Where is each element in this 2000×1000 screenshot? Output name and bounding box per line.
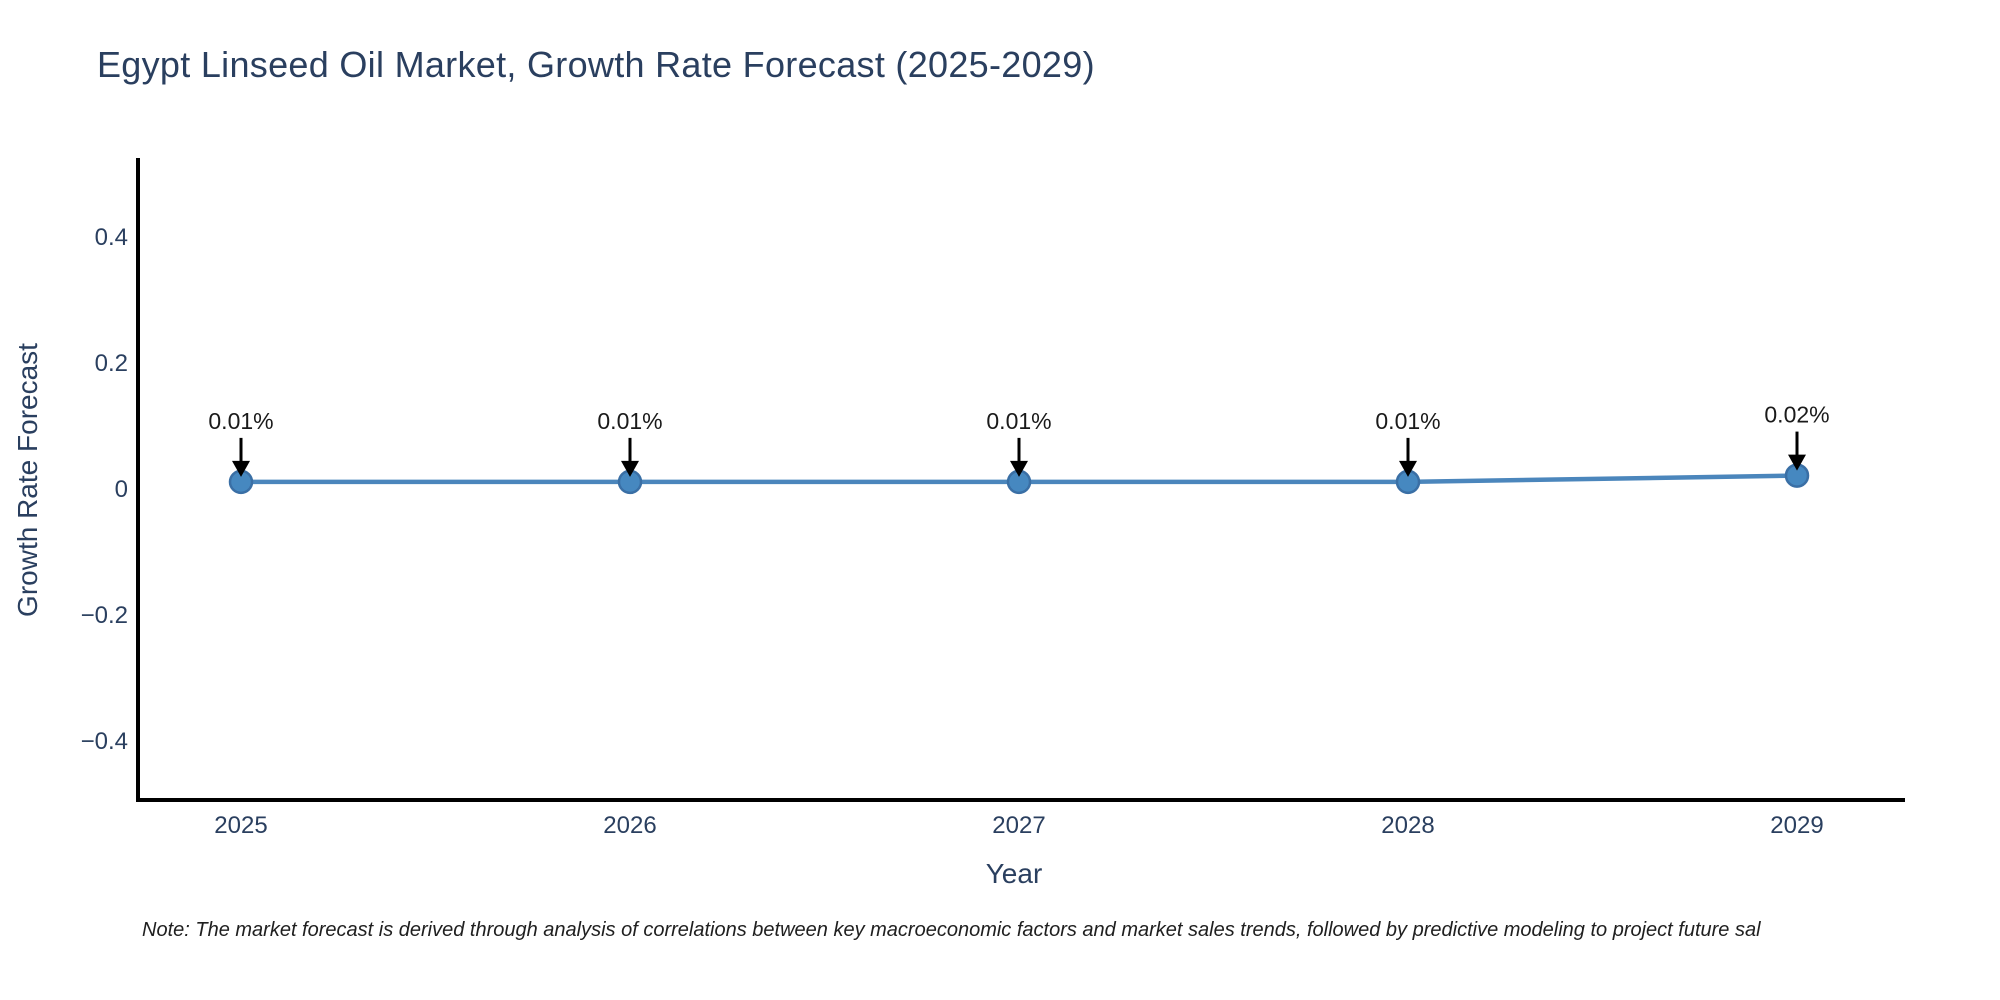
annotation-label: 0.01%	[1375, 408, 1440, 434]
annotation-label: 0.01%	[597, 408, 662, 434]
annotation-label: 0.02%	[1764, 402, 1829, 428]
footnote: Note: The market forecast is derived thr…	[142, 919, 1761, 941]
x-tick-label: 2025	[214, 812, 267, 839]
x-axis-title: Year	[985, 858, 1043, 889]
y-tick-label: 0.4	[95, 224, 128, 251]
x-tick-label: 2028	[1381, 812, 1434, 839]
annotation-label: 0.01%	[986, 408, 1051, 434]
annotation-arrow-head	[1788, 454, 1806, 471]
x-tick-label: 2026	[603, 812, 656, 839]
x-tick-label: 2027	[992, 812, 1045, 839]
y-tick-label: −0.4	[81, 728, 128, 755]
x-tick-label: 2029	[1770, 812, 1823, 839]
y-tick-label: 0	[115, 476, 128, 503]
annotation-arrow-head	[1010, 460, 1028, 477]
chart-title: Egypt Linseed Oil Market, Growth Rate Fo…	[97, 44, 1095, 85]
y-tick-label: −0.2	[81, 602, 128, 629]
annotation-arrow-head	[232, 460, 250, 477]
y-axis-title: Growth Rate Forecast	[12, 343, 43, 617]
annotation-arrow-head	[1399, 460, 1417, 477]
annotation-label: 0.01%	[208, 408, 273, 434]
y-tick-label: 0.2	[95, 350, 128, 377]
annotation-arrow-head	[621, 460, 639, 477]
